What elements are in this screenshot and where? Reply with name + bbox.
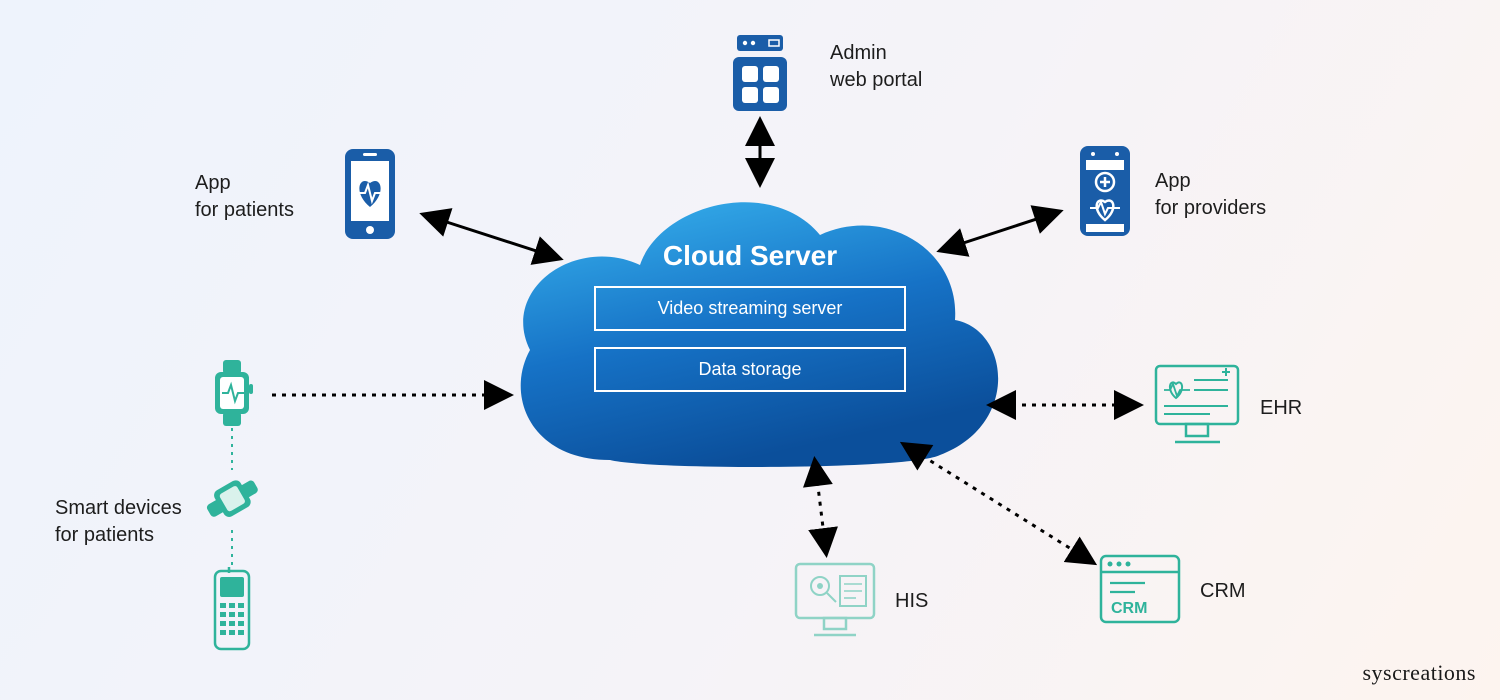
watch-icon (205, 358, 260, 428)
admin-label-l2: web portal (830, 69, 922, 91)
smart-label-l2: for patients (55, 524, 154, 546)
smart-label: Smart devices for patients (55, 495, 182, 549)
admin-node (725, 35, 795, 115)
smart-label-l1: Smart devices (55, 497, 182, 519)
wearable-band (200, 470, 265, 530)
edge-crm (905, 445, 1092, 562)
band-icon (200, 470, 265, 530)
brand-label: syscreations (1362, 660, 1476, 686)
admin-label-l1: Admin (830, 42, 887, 64)
his-label: HIS (895, 588, 928, 615)
providers-node (1070, 142, 1140, 242)
ehr-node (1150, 360, 1245, 450)
patients-label-l2: for patients (195, 199, 294, 221)
wearable-watch (205, 358, 260, 428)
edge-patients (425, 215, 558, 258)
providers-label: App for providers (1155, 168, 1266, 222)
patients-label: App for patients (195, 170, 294, 224)
patients-node (335, 145, 405, 245)
phone-heart-icon (335, 145, 405, 245)
portal-icon (725, 35, 795, 115)
edge-providers (942, 212, 1058, 250)
ehr-label: EHR (1260, 395, 1302, 422)
monitor-ehr-icon (1150, 360, 1245, 450)
admin-label: Admin web portal (830, 40, 922, 94)
his-node (790, 558, 880, 643)
svg-text:CRM: CRM (1111, 600, 1147, 617)
crm-label: CRM (1200, 578, 1246, 605)
browser-crm-icon: CRM (1095, 550, 1185, 630)
patients-label-l1: App (195, 172, 231, 194)
phone-med-icon (1070, 142, 1140, 242)
handset-icon (205, 565, 260, 655)
monitor-his-icon (790, 558, 880, 643)
edge-his (815, 462, 826, 552)
wearable-handset (205, 565, 260, 655)
providers-label-l2: for providers (1155, 197, 1266, 219)
providers-label-l1: App (1155, 170, 1191, 192)
crm-node: CRM (1095, 550, 1185, 630)
